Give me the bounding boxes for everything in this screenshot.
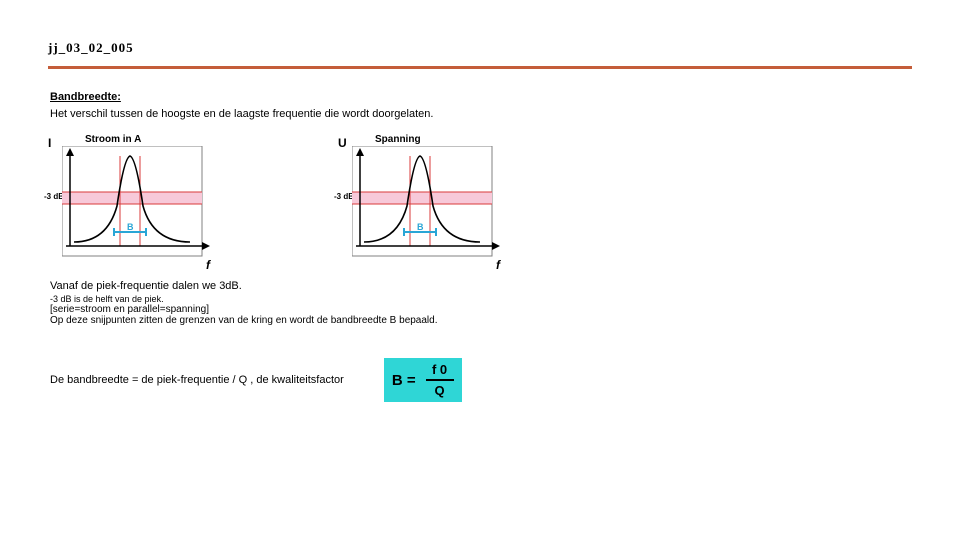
formula-bar	[426, 379, 454, 381]
after-charts-text: Vanaf de piek-frequentie dalen we 3dB.	[50, 280, 912, 292]
formula-lhs: B =	[392, 372, 416, 389]
bottom-text: De bandbreedte = de piek-frequentie / Q …	[50, 374, 344, 386]
chart-voltage: U Spanning -3 dB f B	[340, 132, 510, 272]
chart-title: Stroom in A	[85, 134, 141, 145]
chart-y-label: I	[48, 136, 51, 150]
formula-numerator: f 0	[432, 362, 447, 377]
chart-minus3db-label: -3 dB	[334, 192, 354, 201]
note-2: [serie=stroom en parallel=spanning]	[50, 304, 912, 315]
intro-text: Het verschil tussen de hoogste en de laa…	[50, 108, 912, 120]
chart-minus3db-label: -3 dB	[44, 192, 64, 201]
formula-fraction: f 0 Q	[426, 362, 454, 398]
formula-box: B = f 0 Q	[384, 358, 462, 402]
page-id: jj_03_02_005	[48, 40, 912, 56]
chart-current: I Stroom in A -3 dB f B	[50, 132, 220, 272]
formula-denominator: Q	[435, 383, 445, 398]
note-1: -3 dB is de helft van de piek.	[50, 294, 912, 304]
note-3: Op deze snijpunten zitten de grenzen van…	[50, 315, 912, 326]
chart-svg: B	[62, 146, 212, 264]
chart-b-label: B	[127, 222, 134, 232]
chart-b-label: B	[417, 222, 424, 232]
chart-title: Spanning	[375, 134, 421, 145]
charts-row: I Stroom in A -3 dB f B	[50, 132, 912, 272]
chart-svg: B	[352, 146, 502, 264]
bottom-row: De bandbreedte = de piek-frequentie / Q …	[50, 358, 912, 402]
horizontal-rule	[48, 66, 912, 69]
chart-y-label: U	[338, 136, 347, 150]
section-heading: Bandbreedte:	[50, 91, 912, 103]
